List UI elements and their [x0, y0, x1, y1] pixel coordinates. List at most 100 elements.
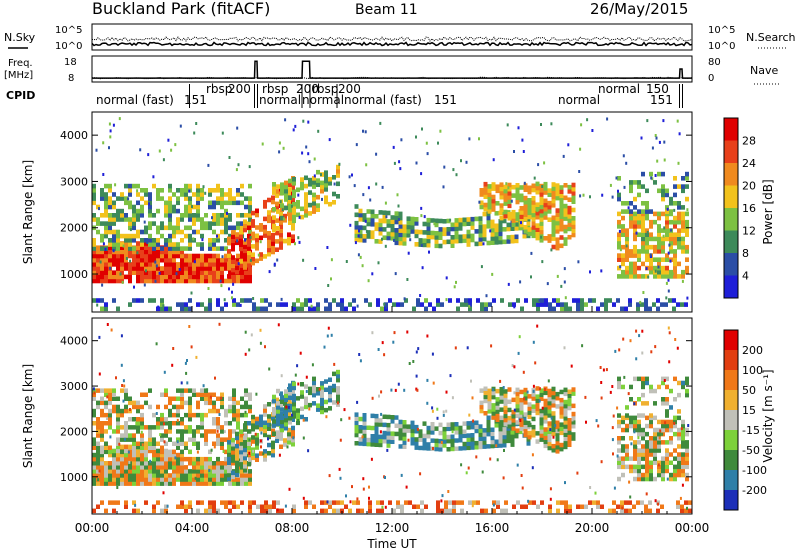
vel-cells-cell-1703: [380, 500, 384, 505]
power-cells-cell-738: [259, 252, 263, 257]
power-cells-cell-1409: [633, 236, 637, 242]
power-cells-cell-2041: [421, 127, 423, 131]
power-cells-cell-944: [370, 209, 375, 215]
vel-cells-cell-1968: [155, 412, 158, 415]
power-cells-cell-1455: [649, 244, 653, 250]
vel-cells-cell-1686: [332, 500, 336, 505]
vel-cells-cell-1333: [563, 432, 568, 437]
power-cells-cell-258: [216, 278, 220, 284]
power-cells-cell-1631: [148, 298, 152, 303]
power-cells-cell-515: [180, 238, 184, 243]
power-cells-cell-1452: [649, 261, 653, 267]
vel-cells-cell-1437: [645, 464, 649, 470]
power-cells-cell-1163: [487, 188, 492, 193]
vel-cells-cell-1050: [454, 426, 459, 431]
vel-cells-cell-790: [287, 431, 291, 437]
vel-cells-cell-823: [276, 409, 280, 414]
power-cells-cell-580: [208, 200, 212, 206]
power-cells-cell-868: [304, 204, 308, 210]
vel-cells-cell-883: [316, 403, 320, 408]
vel-cells-cell-845: [288, 407, 292, 413]
power-cells-cell-324: [92, 213, 96, 218]
vel-cells-cell-555: [200, 396, 204, 401]
power-cells-cell-1178: [499, 190, 504, 196]
vel-cells-cell-544: [196, 429, 200, 434]
vel-cells-cell-1048: [454, 438, 459, 443]
vel-cells-cell-1580: [649, 413, 653, 418]
vel-cells-cell-1211: [515, 399, 520, 405]
power-cells-cell-3: [92, 266, 96, 271]
power-cells-cell-1508: [669, 249, 673, 254]
cpid-row: CPID normal (fast) 151 rbsp 200 normal r…: [6, 82, 683, 108]
vel-cells-cell-216: [192, 481, 196, 486]
power-yticks-label-3: 4000: [60, 129, 88, 142]
power-cells-cell-67: [120, 257, 124, 263]
power-cells-cell-33: [104, 249, 108, 255]
power-cells-cell-1337: [563, 195, 568, 201]
vel-cells-cell-1806: [627, 392, 630, 396]
vel-cells-cell-609: [228, 404, 232, 410]
power-cells-cell-1037: [446, 239, 451, 245]
power-cells-cell-1299: [551, 194, 556, 200]
power-cells-cell-1438: [645, 274, 649, 279]
vel-cells-cell-1411: [637, 476, 641, 482]
vel-cells-cell-1679: [320, 508, 324, 514]
power-cells-cell-1067: [470, 237, 475, 243]
vel-cells-cell-1404: [633, 448, 637, 453]
vel-cells-cell-1509: [669, 427, 673, 433]
power-cells-cell-1341: [567, 222, 572, 227]
power-cells-cell-2065: [383, 302, 386, 306]
vel-cells-cell-1748: [528, 500, 532, 505]
vel-cells-cell-2067: [454, 346, 457, 350]
vel-cells-cell-365: [108, 408, 112, 414]
vel-cells-cell-1588: [661, 380, 665, 386]
vel-cells-cell-1801: [296, 364, 299, 368]
vel-cells-cell-561: [204, 429, 208, 434]
vel-cells-cell-1715: [420, 500, 424, 505]
power-cells-cell-744: [263, 229, 267, 234]
power-cells-cell-1456: [649, 236, 653, 242]
vel-cells-cell-1947: [612, 414, 615, 418]
power-cells-cell-1890: [654, 134, 657, 137]
power-cells-cell-1817: [248, 165, 251, 169]
power-cells-cell-2035: [606, 117, 609, 121]
vel-cells-cell-172: [164, 452, 168, 458]
vel-cells-cell-1704: [388, 500, 392, 505]
power-cells-cell-1965: [320, 173, 322, 177]
power-cells-cell-1340: [567, 226, 572, 232]
power-cells-cell-2069: [307, 120, 310, 124]
vel-cells-cell-289: [236, 481, 240, 486]
vel-cells-cell-1328: [559, 397, 564, 403]
power-ylabel: Slant Range [km]: [21, 160, 35, 264]
vel-cells-cell-1251: [535, 410, 540, 416]
vel-cells-cell-1776: [620, 500, 624, 505]
vel-cells-cell-1814: [436, 407, 439, 411]
power-cells-cell-1188: [507, 216, 512, 221]
power-cells-cell-1351: [571, 224, 576, 229]
vel-cells-cell-1361: [571, 411, 576, 417]
power-cells-cell-512: [176, 196, 180, 201]
power-cells-cell-1200: [511, 193, 516, 198]
power-cells-cell-1675: [296, 306, 300, 312]
vel-cells-cell-1272: [543, 427, 548, 432]
vel-cells-cell-1503: [669, 476, 673, 482]
power-cells-cell-1556: [685, 228, 689, 233]
vel-cells-cell-1088: [482, 432, 487, 437]
vel-colorbar-swatch-1: [724, 350, 738, 371]
vel-cells-cell-1420: [637, 431, 641, 437]
vel-cells-cell-1768: [596, 500, 600, 505]
vel-cells-cell-1250: [535, 431, 540, 436]
power-cells-cell-1470: [657, 269, 661, 275]
vel-cells-cell-736: [263, 420, 267, 425]
vel-cells-cell-1681: [324, 508, 328, 514]
power-cells-cell-1081: [478, 216, 483, 221]
vel-cells-cell-1902: [311, 363, 314, 367]
vel-cells-cell-2069: [557, 428, 560, 432]
power-cells-cell-1868: [415, 161, 418, 165]
vel-cells-cell-1480: [657, 427, 661, 433]
power-cells-cell-275: [224, 253, 228, 259]
power-cells-cell-376: [112, 192, 116, 197]
power-cells-cell-1620: [96, 298, 100, 303]
vel-cells-cell-904: [332, 400, 336, 405]
power-cells-cell-567: [200, 217, 204, 222]
